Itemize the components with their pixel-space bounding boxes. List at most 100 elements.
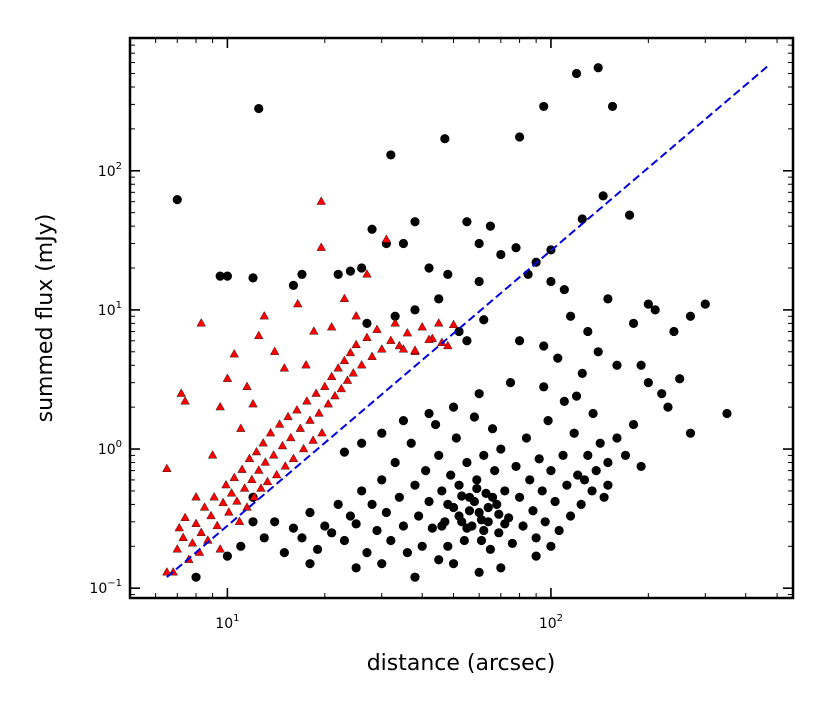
point-red-65 xyxy=(356,360,367,369)
point-red-84 xyxy=(229,349,239,358)
point-red-56 xyxy=(326,371,337,380)
point-red-49 xyxy=(305,415,315,424)
point-black-36 xyxy=(559,284,569,295)
point-black-170 xyxy=(377,428,387,438)
point-red-46 xyxy=(295,423,305,432)
point-red-88 xyxy=(270,346,280,355)
point-black-84 xyxy=(357,486,367,496)
point-red-109 xyxy=(248,399,258,408)
point-black-58 xyxy=(577,368,587,378)
point-black-113 xyxy=(459,535,469,546)
point-black-194 xyxy=(494,509,504,519)
point-red-96 xyxy=(339,293,350,302)
tick-labels: 101 102 10−1 100 101 102 xyxy=(89,161,563,632)
point-black-134 xyxy=(514,492,525,502)
point-black-52 xyxy=(462,336,472,346)
point-black-18 xyxy=(474,238,484,249)
point-black-74 xyxy=(288,523,299,533)
point-black-153 xyxy=(579,475,590,485)
point-red-59 xyxy=(336,383,347,393)
point-black-132 xyxy=(507,538,517,548)
point-red-52 xyxy=(314,408,324,417)
point-black-114 xyxy=(462,457,472,468)
point-red-14 xyxy=(209,492,219,501)
point-black-9 xyxy=(624,210,635,220)
point-black-189 xyxy=(483,502,493,513)
point-red-95 xyxy=(326,322,337,331)
point-black-195 xyxy=(500,519,510,529)
point-black-167 xyxy=(448,402,459,412)
point-black-159 xyxy=(603,457,613,468)
point-black-29 xyxy=(345,266,356,276)
x-tick-label-0: 101 xyxy=(215,613,239,632)
point-black-81 xyxy=(327,528,337,538)
point-black-15 xyxy=(367,224,377,234)
point-red-5 xyxy=(180,512,190,521)
point-red-98 xyxy=(362,269,372,278)
point-black-103 xyxy=(430,419,441,430)
point-black-56 xyxy=(593,347,603,357)
point-black-77 xyxy=(297,533,307,543)
point-red-44 xyxy=(288,453,299,462)
point-black-13 xyxy=(485,221,496,231)
point-red-30 xyxy=(251,446,262,456)
point-red-38 xyxy=(272,469,282,479)
point-black-175 xyxy=(546,541,556,551)
point-red-0 xyxy=(162,567,172,576)
point-black-63 xyxy=(722,408,732,419)
point-black-4 xyxy=(607,101,618,112)
point-black-119 xyxy=(474,507,484,518)
point-black-7 xyxy=(440,134,450,144)
point-black-51 xyxy=(479,315,489,325)
point-black-19 xyxy=(511,243,521,253)
point-red-50 xyxy=(308,435,318,444)
point-red-20 xyxy=(226,488,237,497)
point-red-16 xyxy=(215,544,225,553)
point-black-118 xyxy=(472,475,482,485)
point-black-101 xyxy=(424,496,434,507)
point-black-75 xyxy=(279,548,289,558)
point-black-41 xyxy=(650,305,660,315)
point-black-25 xyxy=(248,273,258,283)
point-black-168 xyxy=(424,408,434,419)
point-black-157 xyxy=(595,438,605,448)
point-black-173 xyxy=(571,391,582,401)
point-black-46 xyxy=(434,294,444,304)
point-red-13 xyxy=(206,510,216,520)
x-tick-label-1: 102 xyxy=(539,613,563,632)
point-black-73 xyxy=(259,533,269,543)
point-black-184 xyxy=(305,559,315,569)
point-black-185 xyxy=(191,572,201,582)
point-black-55 xyxy=(553,353,563,363)
point-black-97 xyxy=(410,480,420,490)
point-red-101 xyxy=(398,344,409,353)
point-black-144 xyxy=(546,465,556,476)
point-red-55 xyxy=(323,399,333,408)
point-black-129 xyxy=(496,444,506,454)
point-red-10 xyxy=(196,527,206,536)
point-red-47 xyxy=(298,443,309,453)
point-black-91 xyxy=(386,535,396,546)
point-red-48 xyxy=(302,396,312,405)
point-red-93 xyxy=(316,242,326,251)
point-red-22 xyxy=(232,496,242,505)
point-black-138 xyxy=(528,506,538,516)
point-black-172 xyxy=(339,447,350,457)
point-black-86 xyxy=(362,548,372,558)
point-black-26 xyxy=(297,269,307,279)
point-red-2 xyxy=(172,544,182,553)
point-black-50 xyxy=(454,326,464,337)
point-black-14 xyxy=(410,217,420,227)
point-black-79 xyxy=(312,544,323,554)
point-red-42 xyxy=(283,411,293,421)
point-black-146 xyxy=(554,525,564,536)
point-black-27 xyxy=(288,280,299,291)
point-black-71 xyxy=(222,551,232,561)
point-black-30 xyxy=(357,263,367,273)
point-black-148 xyxy=(562,480,572,490)
point-black-155 xyxy=(587,486,597,496)
point-black-53 xyxy=(514,336,525,346)
point-red-105 xyxy=(443,340,453,350)
data-points xyxy=(162,63,732,582)
point-red-23 xyxy=(234,516,245,525)
